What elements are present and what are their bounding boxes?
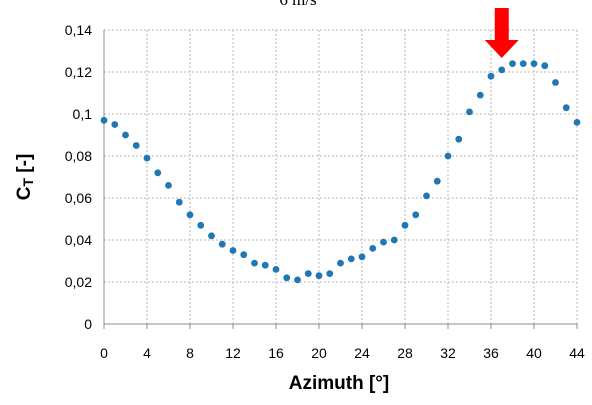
x-tick-label: 24	[354, 345, 370, 361]
y-tick-label: 0,14	[65, 22, 92, 38]
data-point	[208, 232, 215, 240]
data-point	[218, 240, 226, 248]
y-tick-label: 0,04	[65, 232, 92, 248]
data-point	[304, 270, 312, 277]
data-point	[165, 182, 172, 189]
y-tick-label: 0,08	[65, 148, 92, 164]
points-layer	[100, 60, 581, 284]
data-point	[294, 276, 301, 284]
data-point	[315, 272, 323, 280]
data-point	[519, 60, 527, 67]
x-tick-label: 0	[100, 345, 108, 361]
x-tick-label: 44	[569, 345, 585, 361]
x-tick-label: 20	[311, 345, 327, 361]
data-point	[487, 72, 495, 80]
data-point	[283, 274, 291, 282]
y-tick-label: 0,06	[65, 190, 92, 206]
data-point	[573, 119, 581, 126]
x-tick-label: 4	[143, 345, 151, 361]
y-tick-label: 0,12	[65, 64, 92, 80]
data-point	[154, 169, 162, 177]
data-point	[251, 259, 258, 267]
data-point	[358, 253, 366, 261]
data-point	[122, 131, 129, 139]
y-tick-label: 0	[84, 316, 92, 332]
data-point	[401, 221, 409, 229]
y-tick-label: 0,1	[73, 106, 93, 122]
data-point	[100, 116, 108, 124]
data-point	[143, 154, 151, 162]
data-point	[433, 177, 441, 185]
annotation-layer	[484, 8, 519, 58]
data-point	[466, 108, 473, 116]
data-point	[132, 142, 140, 149]
x-tick-label: 16	[268, 345, 284, 361]
data-point	[261, 261, 269, 269]
x-tick-label: 36	[483, 345, 499, 361]
y-axis-title: CT [-]	[14, 154, 36, 201]
x-tick-label: 12	[225, 345, 241, 361]
data-point	[423, 192, 430, 200]
data-point	[337, 259, 344, 267]
data-point	[380, 238, 387, 246]
data-point	[272, 266, 280, 273]
data-point	[369, 245, 377, 252]
x-tick-label: 8	[186, 345, 194, 361]
y-axis-title-subscript: T	[20, 178, 36, 187]
data-point	[476, 91, 484, 99]
data-point	[186, 211, 194, 219]
data-point	[111, 121, 119, 128]
y-axis-title-suffix: [-]	[14, 154, 35, 178]
data-point	[562, 104, 570, 112]
data-point	[509, 60, 516, 67]
data-point	[347, 255, 355, 263]
data-point	[541, 62, 549, 70]
y-tick-label: 0,02	[65, 274, 92, 290]
data-point	[326, 270, 334, 277]
x-axis-title: Azimuth [°]	[289, 373, 389, 394]
arrow-down-icon	[484, 8, 519, 58]
data-point	[552, 79, 559, 86]
data-point	[444, 152, 452, 160]
data-point	[530, 60, 538, 67]
data-point	[412, 211, 420, 219]
data-point	[197, 221, 205, 229]
x-tick-label: 28	[397, 345, 413, 361]
axis-layer	[103, 30, 577, 325]
data-point	[175, 198, 183, 206]
data-point	[498, 66, 506, 74]
data-point	[240, 251, 248, 259]
x-tick-label: 32	[440, 345, 456, 361]
x-tick-label: 40	[526, 345, 542, 361]
tick-layer: 0 0,02 0,04 0,06 0,08 0,1 0,12 0,14 0 4 8 12 16 20 24 2…	[65, 22, 585, 361]
chart-title: 6 m/s	[279, 0, 316, 9]
grid-layer	[104, 29, 578, 324]
y-axis-title-main: C	[14, 186, 35, 200]
data-point	[390, 236, 398, 244]
data-point	[455, 135, 463, 143]
data-point	[229, 247, 237, 254]
